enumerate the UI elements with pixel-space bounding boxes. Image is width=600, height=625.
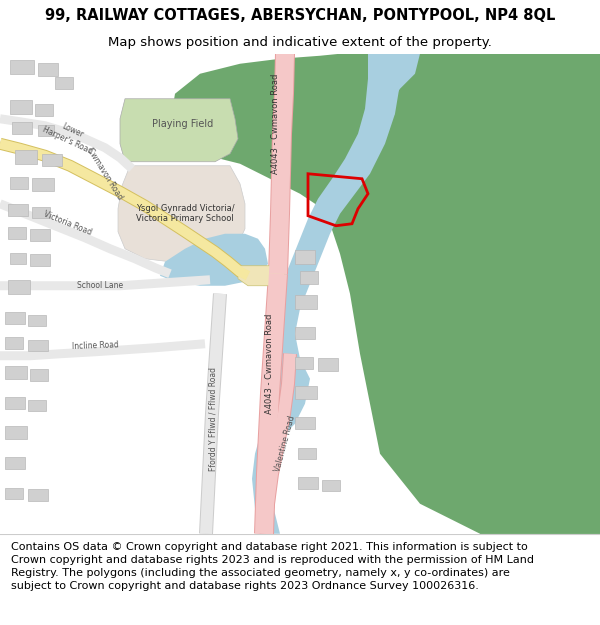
Polygon shape — [28, 489, 48, 501]
Polygon shape — [268, 54, 295, 274]
Polygon shape — [5, 397, 25, 409]
Polygon shape — [42, 154, 62, 166]
Text: Playing Field: Playing Field — [152, 119, 214, 129]
Polygon shape — [28, 340, 48, 351]
Polygon shape — [269, 54, 294, 274]
Polygon shape — [5, 312, 25, 324]
Polygon shape — [55, 77, 73, 89]
Polygon shape — [252, 54, 400, 534]
Polygon shape — [0, 114, 135, 172]
Polygon shape — [0, 138, 251, 281]
Polygon shape — [12, 122, 32, 134]
Polygon shape — [257, 353, 297, 534]
Polygon shape — [32, 177, 54, 191]
Polygon shape — [5, 366, 27, 379]
Polygon shape — [200, 293, 226, 534]
Polygon shape — [170, 54, 600, 534]
Text: A4043 - Cwmavon Road: A4043 - Cwmavon Road — [271, 74, 280, 174]
Polygon shape — [254, 273, 288, 534]
Polygon shape — [30, 229, 50, 241]
Polygon shape — [295, 357, 313, 369]
Polygon shape — [38, 125, 54, 136]
Polygon shape — [295, 327, 315, 339]
Polygon shape — [30, 254, 50, 266]
Polygon shape — [30, 369, 48, 381]
Polygon shape — [38, 62, 58, 76]
Text: Contains OS data © Crown copyright and database right 2021. This information is : Contains OS data © Crown copyright and d… — [11, 542, 534, 591]
Polygon shape — [295, 386, 317, 399]
Polygon shape — [0, 339, 205, 360]
Text: Ffordd Y Fflwd / Fflwd Road: Ffordd Y Fflwd / Fflwd Road — [209, 367, 218, 471]
Polygon shape — [258, 353, 296, 534]
Polygon shape — [300, 271, 318, 284]
Polygon shape — [238, 266, 285, 286]
Polygon shape — [0, 275, 210, 290]
Polygon shape — [355, 54, 420, 124]
Polygon shape — [10, 60, 34, 74]
Text: Cwmavon Road: Cwmavon Road — [85, 146, 125, 201]
Text: Victoria Road: Victoria Road — [43, 210, 94, 238]
Text: Map shows position and indicative extent of the property.: Map shows position and indicative extent… — [108, 36, 492, 49]
Polygon shape — [10, 100, 32, 114]
Polygon shape — [0, 139, 250, 280]
Polygon shape — [295, 417, 315, 429]
Polygon shape — [10, 253, 26, 264]
Polygon shape — [160, 234, 268, 286]
Polygon shape — [322, 480, 340, 491]
Polygon shape — [28, 315, 46, 326]
Polygon shape — [5, 457, 25, 469]
Polygon shape — [10, 177, 28, 189]
Polygon shape — [318, 357, 338, 371]
Text: Ysgol Gynradd Victoria/
Victoria Primary School: Ysgol Gynradd Victoria/ Victoria Primary… — [136, 204, 235, 224]
Polygon shape — [8, 204, 28, 216]
Text: Valentine Road: Valentine Road — [273, 415, 297, 472]
Polygon shape — [8, 227, 26, 239]
Polygon shape — [28, 400, 46, 411]
Polygon shape — [255, 273, 287, 534]
Polygon shape — [120, 99, 238, 162]
Polygon shape — [295, 295, 317, 309]
Polygon shape — [5, 488, 23, 499]
Polygon shape — [298, 448, 316, 459]
Polygon shape — [295, 250, 315, 264]
Text: Lower
Harper's Road: Lower Harper's Road — [41, 116, 98, 156]
Text: 99, RAILWAY COTTAGES, ABERSYCHAN, PONTYPOOL, NP4 8QL: 99, RAILWAY COTTAGES, ABERSYCHAN, PONTYP… — [45, 8, 555, 23]
Polygon shape — [5, 337, 23, 349]
Polygon shape — [0, 199, 172, 278]
Polygon shape — [5, 426, 27, 439]
Polygon shape — [118, 166, 245, 262]
Text: A4043 - Cwmavon Road: A4043 - Cwmavon Road — [265, 314, 275, 414]
Polygon shape — [480, 334, 600, 534]
Polygon shape — [298, 477, 318, 489]
Polygon shape — [15, 150, 37, 164]
Text: Incline Road: Incline Road — [71, 341, 119, 351]
Text: School Lane: School Lane — [77, 281, 123, 290]
Polygon shape — [32, 207, 50, 217]
Polygon shape — [8, 280, 30, 294]
Polygon shape — [35, 104, 53, 116]
Polygon shape — [199, 293, 227, 534]
